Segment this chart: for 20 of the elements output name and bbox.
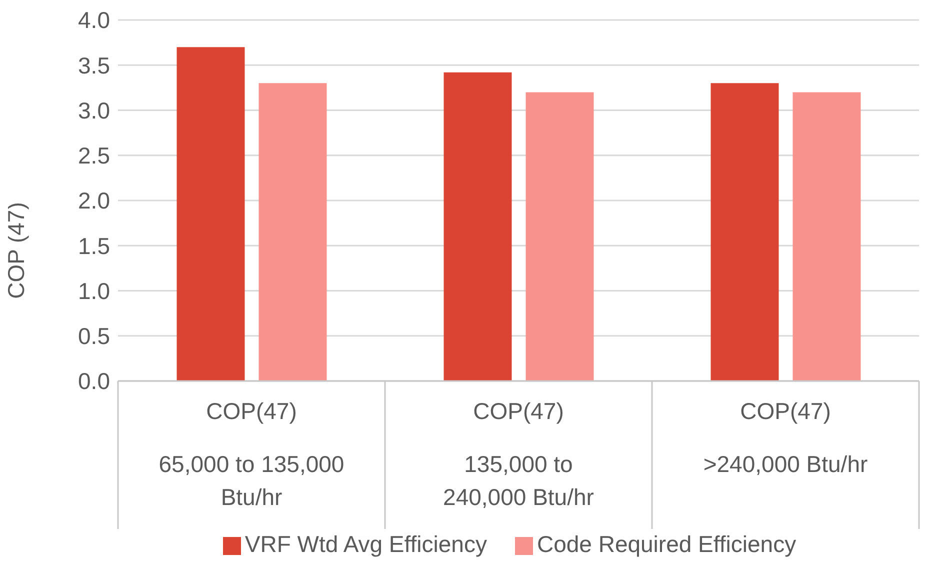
x-tick-label: COP(47) 65,000 to 135,000 Btu/hr [158, 398, 344, 510]
y-tick-label: 0.0 [78, 368, 110, 394]
y-tick-label: 2.5 [78, 142, 110, 169]
y-tick-label: 3.0 [78, 97, 110, 124]
bar [792, 92, 861, 381]
y-tick-label: 1.0 [78, 278, 110, 304]
legend-label: VRF Wtd Avg Efficiency [244, 531, 487, 557]
y-tick-label: 1.5 [78, 232, 110, 259]
x-tick-label: COP(47) >240,000 Btu/hr [703, 398, 868, 477]
legend-label: Code Required Efficiency [536, 531, 796, 557]
y-tick-label: 2.0 [78, 188, 110, 214]
bar [176, 47, 245, 381]
y-tick-label: 4.0 [78, 7, 110, 34]
bar [710, 83, 779, 381]
x-tick-label: COP(47) 135,000 to 240,000 Btu/hr [443, 398, 594, 510]
bar [526, 92, 594, 381]
y-tick-label: 3.5 [78, 52, 110, 78]
bar [444, 72, 512, 381]
y-tick-label: 0.5 [78, 323, 110, 350]
bar [258, 83, 327, 381]
